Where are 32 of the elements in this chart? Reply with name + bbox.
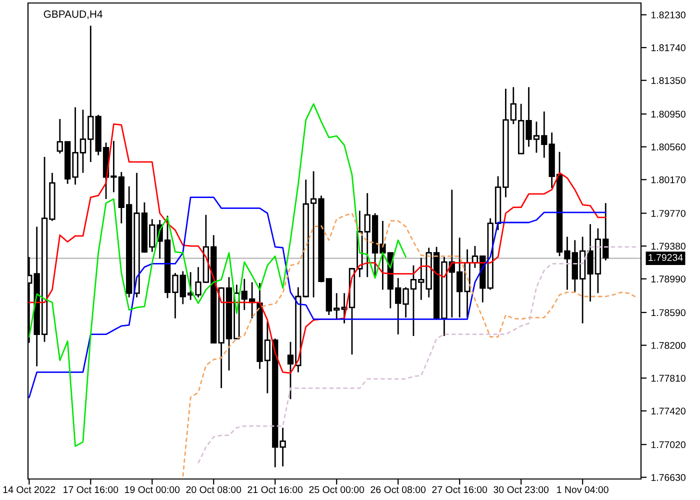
y-tick-label: 1.77420 (651, 408, 686, 414)
x-tick-label: 20 Oct 08:00 (186, 486, 242, 494)
line-series (28, 196, 606, 398)
y-tick-label: 1.78590 (651, 309, 686, 316)
x-tick-label: 27 Oct 16:00 (432, 486, 488, 494)
y-tick-label: 1.80170 (651, 176, 686, 184)
y-tick-label: 1.76630 (651, 474, 686, 481)
y-tick-label: 1.79770 (651, 210, 686, 217)
x-tick-label: 30 Oct 23:00 (494, 486, 549, 494)
line-series (28, 123, 606, 374)
y-tick-label: 1.78990 (651, 276, 686, 282)
x-tick-label: 19 Oct 00:00 (125, 486, 180, 494)
line-series (28, 103, 406, 447)
y-tick-label: 1.77810 (651, 374, 686, 382)
text: GBPAUD,H4 (44, 10, 102, 20)
y-tick-label: 1.77020 (651, 441, 686, 448)
x-tick-label: 25 Oct 00:00 (309, 486, 364, 494)
line-series (198, 246, 638, 464)
x-tick-label: 17 Oct 16:00 (64, 486, 118, 494)
y-tick-label: 1.81350 (651, 77, 686, 84)
x-tick-label: 1 Nov 04:00 (557, 486, 608, 494)
x-tick-label: 21 Oct 16:00 (248, 486, 303, 494)
x-tick-label: 14 Oct 2022 (3, 486, 56, 494)
y-tick-label: 1.78200 (651, 342, 686, 349)
x-tick-label: 26 Oct 08:00 (370, 486, 426, 494)
y-tick-label: 1.81740 (651, 44, 686, 52)
y-tick-label: 1.82130 (651, 12, 686, 18)
line-series (182, 212, 638, 478)
y-tick-label: 1.80950 (651, 110, 686, 118)
y-tick-label: 1.79380 (651, 242, 686, 250)
ref-line-label: 1.79234 (648, 254, 683, 261)
y-tick-label: 1.80560 (651, 144, 686, 150)
